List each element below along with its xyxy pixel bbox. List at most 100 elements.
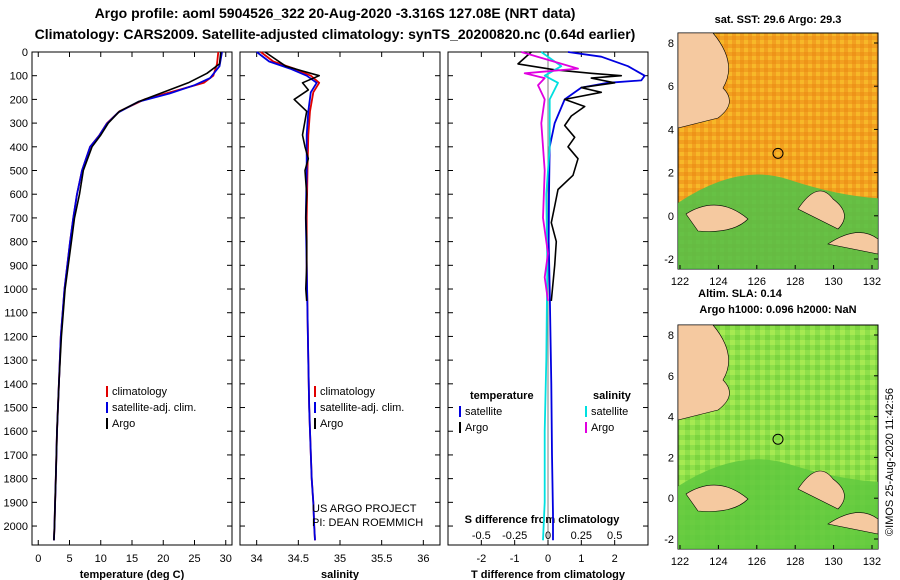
legend-label: climatology — [112, 386, 168, 398]
map-land — [677, 32, 730, 129]
y-tick-label: 0 — [22, 47, 28, 59]
y-tick-label: 1600 — [4, 426, 28, 438]
y-tick-label: 1900 — [4, 497, 28, 509]
x-tick-label: 34 — [251, 553, 263, 565]
x-tick-label: 0 — [545, 553, 551, 565]
legend-title-temperature: temperature — [470, 390, 534, 402]
map-y-tick-label: 8 — [668, 38, 674, 50]
y-tick-label: 1700 — [4, 450, 28, 462]
x2-tick-label: 0.5 — [607, 530, 622, 542]
map-x-tick-label: 126 — [748, 276, 766, 288]
credit-text: US ARGO PROJECT — [312, 503, 417, 515]
y-tick-label: 800 — [10, 237, 28, 249]
legend-label: satellite — [591, 406, 628, 418]
series-argo — [264, 51, 321, 301]
map-land — [797, 470, 845, 510]
legend-label: Argo — [320, 418, 343, 430]
y-tick-label: 400 — [10, 142, 28, 154]
x-tick-label: 20 — [157, 553, 169, 565]
credit-text: PI: DEAN ROEMMICH — [312, 517, 423, 529]
map-y-tick-label: 0 — [668, 211, 674, 223]
y-tick-label: 2000 — [4, 521, 28, 533]
map-y-tick-label: 6 — [668, 371, 674, 383]
x2-tick-label: -0.25 — [502, 530, 527, 542]
y-tick-label: 1400 — [4, 379, 28, 391]
x-tick-label: 15 — [126, 553, 138, 565]
map-x-tick-label: 126 — [748, 556, 766, 568]
x-tick-label: 5 — [66, 553, 72, 565]
legend-label: satellite-adj. clim. — [112, 402, 196, 414]
map-y-tick-label: 2 — [668, 452, 674, 464]
x2-tick-label: 0.25 — [571, 530, 592, 542]
x-axis-label: T difference from climatology — [471, 569, 626, 580]
map-x-tick-label: 130 — [824, 276, 842, 288]
map-land — [797, 190, 845, 230]
map-land — [685, 484, 749, 512]
x-axis-label: salinity — [321, 569, 360, 580]
map-x-tick-label: 124 — [709, 556, 727, 568]
legend-label: Argo — [112, 418, 135, 430]
x-tick-label: 1 — [578, 553, 584, 565]
y-tick-label: 100 — [10, 71, 28, 83]
legend-label: climatology — [320, 386, 376, 398]
map-sst: 122 124 126 128 130 132 8 6 4 2 0 -2 — [664, 32, 881, 288]
map-sla: 122 124 126 128 130 132 8 6 4 2 0 -2 — [664, 324, 881, 568]
series-t-satellite — [547, 51, 646, 541]
series-s-argo — [521, 51, 579, 302]
plot-frame — [239, 51, 441, 546]
x2-axis-label: S difference from climatology — [465, 514, 621, 526]
y-tick-label: 1000 — [4, 284, 28, 296]
map-x-tick-label: 128 — [786, 556, 804, 568]
panel-temp: 0100200300400500600700800900100011001200… — [4, 47, 233, 580]
panel-diff: -2 -1 0 1 2 T difference from climatology -0.5… — [447, 51, 649, 580]
x-tick-label: 34.5 — [288, 553, 309, 565]
series-argo — [53, 51, 222, 541]
map-title-sst: sat. SST: 29.6 Argo: 29.3 — [715, 14, 842, 26]
argo-location-marker — [772, 433, 784, 445]
y-tick-label: 1200 — [4, 331, 28, 343]
map-y-tick-label: 8 — [668, 330, 674, 342]
y-tick-label: 700 — [10, 213, 28, 225]
map-subtitle-sla: Argo h1000: 0.096 h2000: NaN — [699, 304, 856, 316]
series-s-satellite — [540, 51, 563, 541]
map-x-tick-label: 132 — [863, 556, 881, 568]
y-tick-label: 900 — [10, 260, 28, 272]
y-tick-label: 1300 — [4, 355, 28, 367]
x-tick-label: 2 — [612, 553, 618, 565]
legend-label: satellite — [465, 406, 502, 418]
map-title-sla: Altim. SLA: 0.14 — [698, 288, 783, 300]
y-tick-label: 1100 — [4, 308, 28, 320]
map-x-tick-label: 132 — [863, 276, 881, 288]
plot-title: Argo profile: aoml 5904526_322 20-Aug-20… — [94, 5, 576, 21]
x-tick-label: 30 — [220, 553, 232, 565]
panel-sal: 34 34.5 35 35.5 36 salinity climatology satelli… — [239, 51, 441, 580]
x-axis-label: temperature (deg C) — [80, 569, 185, 580]
x2-tick-label: -0.5 — [472, 530, 491, 542]
map-y-tick-label: 6 — [668, 81, 674, 93]
y-tick-label: 600 — [10, 189, 28, 201]
map-land — [685, 204, 749, 232]
x-tick-label: 25 — [188, 553, 200, 565]
map-x-tick-label: 128 — [786, 276, 804, 288]
map-land — [677, 324, 730, 421]
map-y-tick-label: 2 — [668, 168, 674, 180]
legend-label: Argo — [465, 422, 488, 434]
x-tick-label: -1 — [510, 553, 520, 565]
map-y-tick-label: -2 — [664, 534, 674, 546]
plot-subtitle: Climatology: CARS2009. Satellite-adjuste… — [34, 26, 636, 42]
x-tick-label: 35 — [334, 553, 346, 565]
watermark: ©IMOS 25-Aug-2020 11:42:56 — [884, 388, 896, 536]
legend-label: satellite-adj. clim. — [320, 402, 404, 414]
map-x-tick-label: 122 — [671, 556, 689, 568]
plot-frame — [31, 51, 233, 546]
series-t-argo — [517, 51, 623, 301]
map-y-tick-label: 4 — [668, 412, 674, 424]
x-tick-label: 0 — [35, 553, 41, 565]
map-land — [827, 512, 879, 535]
legend-title-salinity: salinity — [593, 390, 632, 402]
y-tick-label: 300 — [10, 118, 28, 130]
map-x-tick-label: 130 — [824, 556, 842, 568]
x-tick-label: 35.5 — [371, 553, 392, 565]
map-x-tick-label: 122 — [671, 276, 689, 288]
x-tick-label: -2 — [476, 553, 486, 565]
